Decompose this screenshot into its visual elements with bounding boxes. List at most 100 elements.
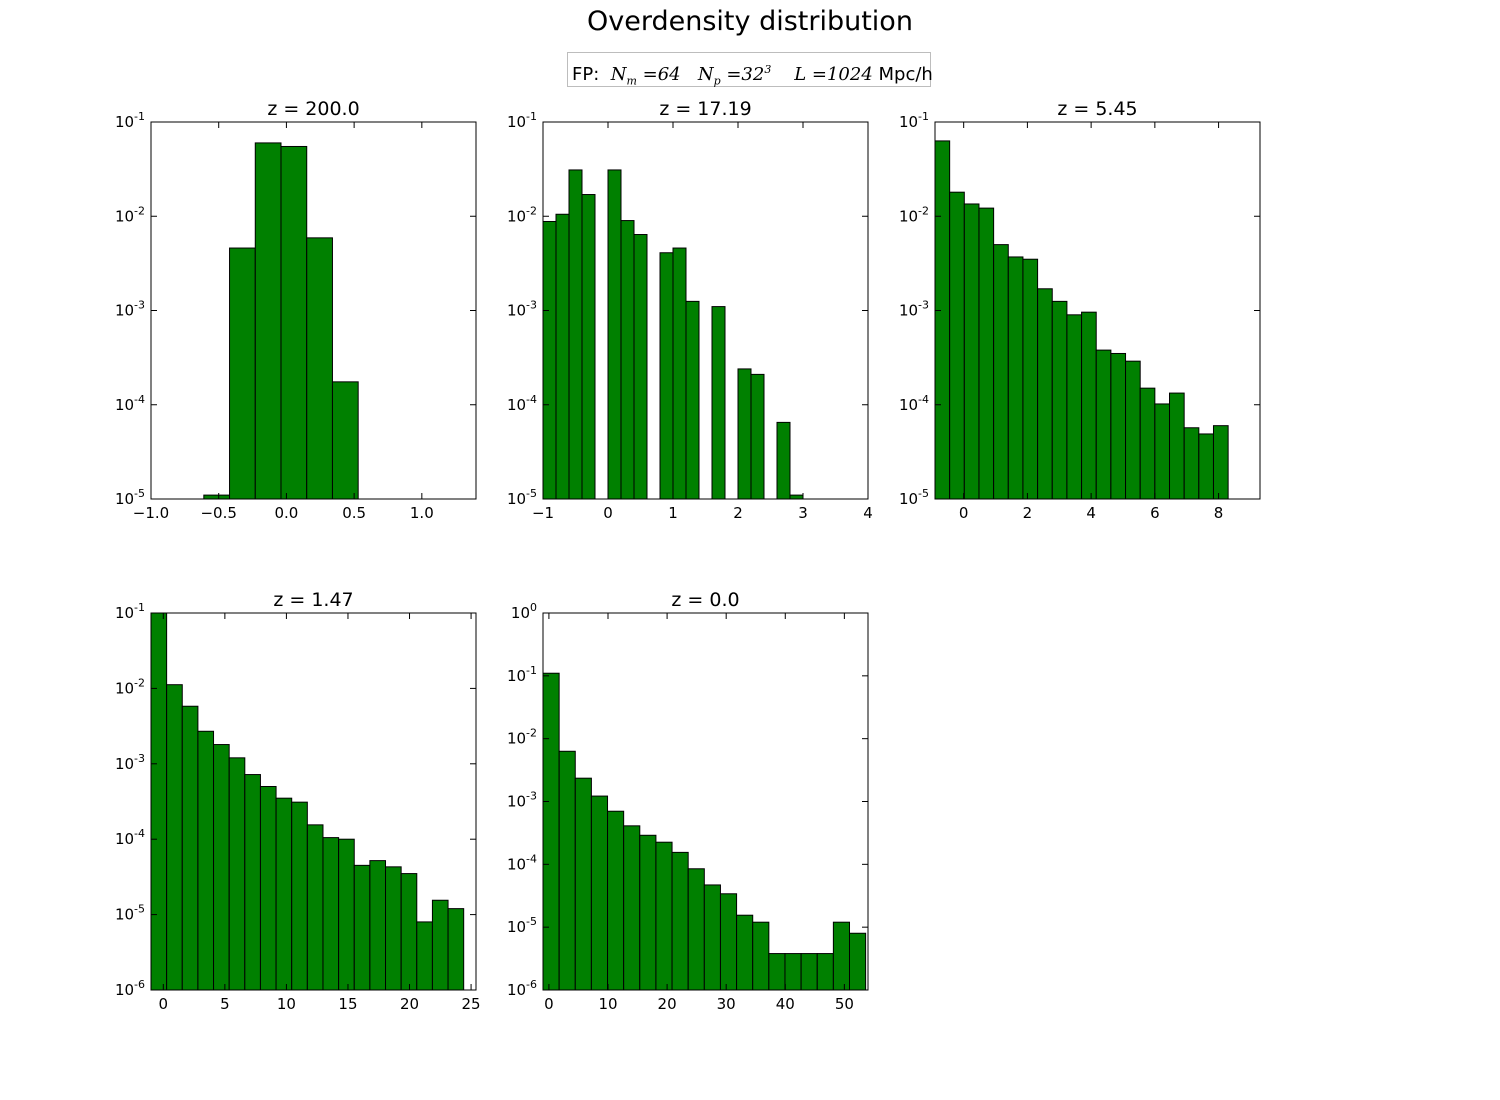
x-tick-label: 0.0 bbox=[274, 504, 298, 522]
histogram-bar bbox=[543, 220, 557, 499]
histogram-bar bbox=[166, 684, 183, 990]
bars bbox=[935, 140, 1229, 499]
histogram-bar bbox=[978, 207, 995, 499]
y-tick-label: 10-3 bbox=[899, 299, 929, 320]
y-tick-label: 10-4 bbox=[507, 393, 537, 414]
histogram-bar bbox=[181, 705, 199, 990]
histogram-bar bbox=[671, 851, 689, 990]
histogram-bar bbox=[672, 247, 687, 499]
x-tick-label: 30 bbox=[717, 995, 736, 1013]
histogram-bar bbox=[1022, 258, 1039, 499]
y-tick-label: 10-1 bbox=[507, 110, 537, 131]
histogram-bar bbox=[555, 213, 570, 499]
x-tick-label: 0 bbox=[959, 504, 969, 522]
y-tick-label: 10-2 bbox=[507, 727, 537, 748]
histogram-bar bbox=[1125, 360, 1141, 499]
subplot-title: z = 0.0 bbox=[671, 589, 739, 611]
histogram-bar bbox=[1154, 403, 1171, 499]
y-tick-label: 10-5 bbox=[507, 487, 537, 508]
x-tick-label: 4 bbox=[863, 504, 873, 522]
histogram-bar bbox=[655, 841, 673, 990]
histogram-bar bbox=[949, 191, 965, 499]
histogram-bar bbox=[639, 834, 657, 990]
y-tick-label: 10-6 bbox=[507, 978, 537, 999]
subplot-1: −1.0 −0.5 0.0 0.5 1.0 10-5 10-4 10-3 10-2 10-1 z =… bbox=[115, 98, 477, 522]
y-tick-label: 10-4 bbox=[115, 393, 145, 414]
histogram-bar bbox=[369, 860, 387, 990]
legend-prefix: FP: bbox=[572, 64, 600, 85]
histogram-bar bbox=[776, 421, 791, 499]
histogram-bar bbox=[620, 220, 635, 499]
histogram-bar bbox=[935, 140, 951, 499]
x-tick-label: 15 bbox=[338, 995, 357, 1013]
histogram-bar bbox=[574, 777, 592, 990]
histogram-bar bbox=[993, 244, 1009, 499]
histogram-bar bbox=[1212, 425, 1229, 499]
x-tick-label: 2 bbox=[733, 504, 743, 522]
x-tick-label: 2 bbox=[1023, 504, 1033, 522]
x-tick-label: 6 bbox=[1150, 504, 1160, 522]
x-tick-label: 50 bbox=[835, 995, 854, 1013]
y-tick-label: 10-3 bbox=[507, 299, 537, 320]
axes-frame bbox=[150, 612, 477, 991]
histogram-bar bbox=[800, 953, 818, 990]
histogram-bar bbox=[151, 613, 168, 990]
legend-l: L =1024 bbox=[794, 64, 873, 85]
histogram-bar bbox=[543, 672, 560, 990]
x-tick-label: −1.0 bbox=[133, 504, 169, 522]
histogram-bar bbox=[685, 300, 700, 499]
histogram-bar bbox=[306, 824, 324, 990]
histogram-bar bbox=[816, 953, 834, 990]
y-tick-label: 10-5 bbox=[507, 915, 537, 936]
histogram-bar bbox=[1183, 427, 1200, 499]
x-tick-label: 1.0 bbox=[410, 504, 434, 522]
y-tick-label: 10-3 bbox=[507, 790, 537, 811]
histogram-bar bbox=[832, 921, 851, 990]
histogram-bar bbox=[244, 774, 261, 990]
subplot-2: −1 0 1 2 3 4 10-5 10-4 10-3 10-2 10-1 z = 17.19 bbox=[507, 98, 873, 522]
histogram-bar bbox=[280, 145, 308, 499]
y-tick-label: 10-4 bbox=[115, 827, 145, 848]
y-tick-label: 10-2 bbox=[115, 676, 145, 697]
histogram-bar bbox=[1081, 311, 1097, 499]
histogram-bar bbox=[963, 203, 980, 499]
x-tick-label: 0.5 bbox=[342, 504, 366, 522]
x-tick-label: 8 bbox=[1214, 504, 1224, 522]
y-tick-label: 10-4 bbox=[507, 852, 537, 873]
histogram-bar bbox=[558, 750, 576, 990]
histogram-bar bbox=[607, 810, 625, 990]
y-tick-label: 10-1 bbox=[115, 110, 145, 131]
histogram-bar bbox=[752, 921, 770, 990]
histogram-bar bbox=[768, 953, 786, 990]
subplot-5: 0 10 20 30 40 50 10-6 10-5 10-4 10-3 10-2 10-1 100 z … bbox=[507, 589, 869, 1013]
x-tick-label: 40 bbox=[776, 995, 795, 1013]
histogram-bar bbox=[431, 899, 449, 990]
histogram-bar bbox=[385, 866, 402, 990]
histogram-bar bbox=[703, 884, 721, 990]
histogram-bar bbox=[623, 825, 641, 990]
histogram-bar bbox=[229, 247, 256, 499]
histogram-bar bbox=[736, 914, 754, 990]
bars bbox=[151, 613, 465, 990]
x-tick-label: 4 bbox=[1086, 504, 1096, 522]
histogram-bar bbox=[1051, 300, 1068, 499]
y-tick-label: 10-6 bbox=[115, 978, 145, 999]
histogram-bar bbox=[590, 795, 609, 990]
histogram-bar bbox=[306, 237, 333, 499]
subplot-title: z = 200.0 bbox=[267, 98, 359, 120]
histogram-bar bbox=[291, 801, 308, 990]
histogram-bar bbox=[1139, 387, 1156, 499]
histogram-bar bbox=[228, 757, 246, 990]
x-tick-label: 5 bbox=[220, 995, 230, 1013]
histogram-bar bbox=[750, 373, 765, 499]
histogram-bar bbox=[353, 864, 371, 990]
x-tick-label: 10 bbox=[598, 995, 617, 1013]
histogram-bar bbox=[849, 932, 867, 990]
x-tick-label: 0 bbox=[603, 504, 613, 522]
histogram-bar bbox=[687, 868, 705, 990]
y-tick-label: 10-5 bbox=[115, 903, 145, 924]
histogram-bar bbox=[259, 785, 277, 990]
histogram-bar bbox=[1110, 352, 1127, 499]
x-tick-label: 10 bbox=[277, 995, 296, 1013]
histogram-bar bbox=[633, 234, 648, 499]
